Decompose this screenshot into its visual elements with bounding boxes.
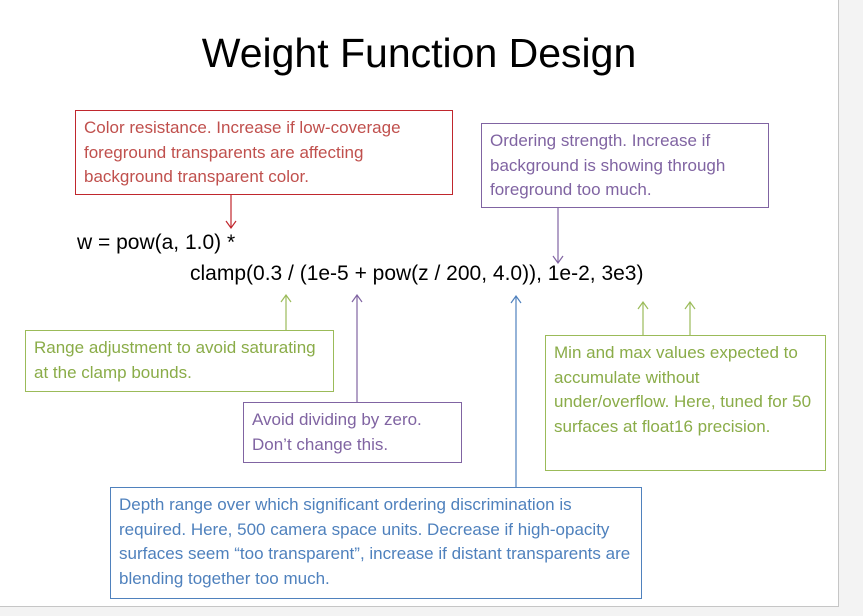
arrow-depth-range [510, 294, 522, 487]
formula-line-1: w = pow(a, 1.0) * [77, 231, 236, 254]
formula-line-2: clamp(0.3 / (1e-5 + pow(z / 200, 4.0)), … [190, 262, 644, 285]
slide: Weight Function Design Color resistance.… [0, 0, 839, 607]
ordering-strength-note: Ordering strength. Increase if backgroun… [481, 123, 769, 208]
arrow-color-resistance [225, 195, 237, 230]
arrow-min [637, 300, 649, 335]
arrow-range-adjustment [280, 293, 292, 330]
avoid-divide-note: Avoid dividing by zero. Don’t change thi… [243, 402, 462, 463]
min-max-note: Min and max values expected to accumulat… [545, 335, 826, 471]
depth-range-note: Depth range over which significant order… [110, 487, 642, 599]
color-resistance-note: Color resistance. Increase if low-covera… [75, 110, 453, 195]
slide-title: Weight Function Design [201, 30, 637, 76]
arrow-ordering-strength [552, 208, 564, 265]
arrows-layer [225, 195, 696, 487]
arrow-max [684, 300, 696, 335]
arrow-avoid-divide [351, 293, 363, 402]
range-adjustment-note: Range adjustment to avoid saturating at … [25, 330, 334, 392]
